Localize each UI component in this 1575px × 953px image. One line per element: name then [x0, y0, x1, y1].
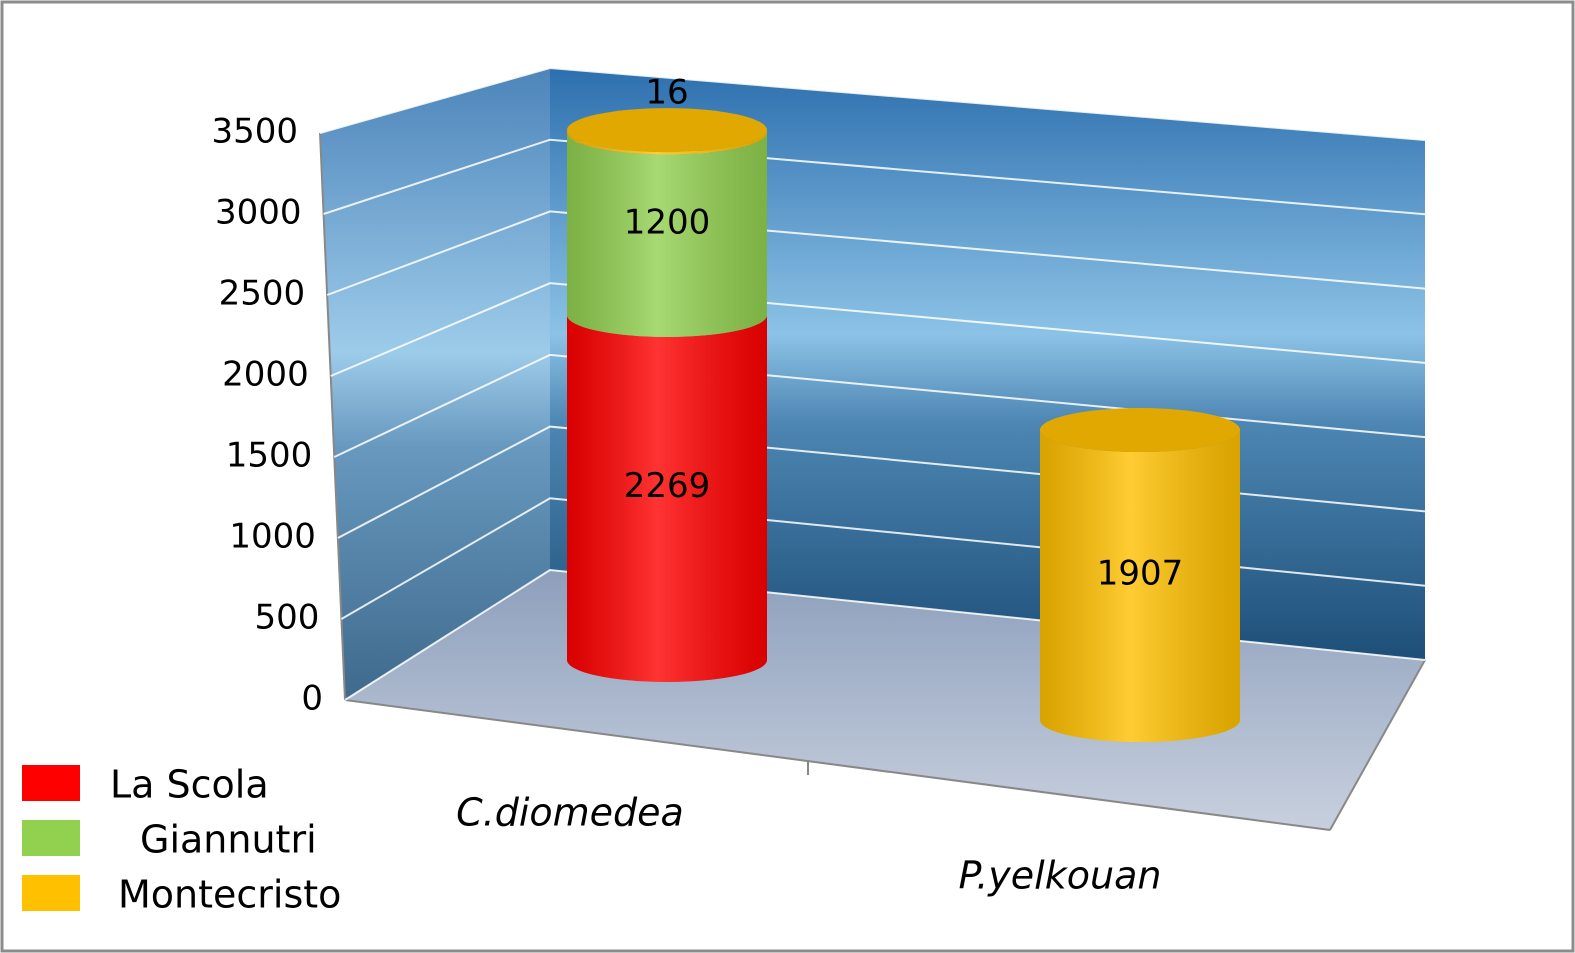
- grid-line: [326, 210, 1426, 296]
- side-wall: [320, 68, 550, 700]
- cylinder-shade: [1040, 430, 1240, 742]
- grid-line: [319, 66, 1426, 141]
- cylinder-top-shade: [1040, 408, 1240, 453]
- legend-label: Montecristo: [118, 873, 341, 917]
- y-axis: [319, 132, 346, 701]
- x-tick-label: P.yelkouan: [959, 854, 1162, 898]
- cylinder-top: [1040, 408, 1240, 453]
- value-label: 1200: [624, 202, 711, 242]
- y-tick-label: 3500: [211, 112, 298, 152]
- x-axis: [344, 699, 1331, 831]
- value-label: 16: [645, 73, 688, 113]
- y-tick-label: 2500: [219, 274, 306, 314]
- y-tick-label: 3000: [215, 193, 302, 233]
- y-tick-label: 2000: [222, 355, 309, 395]
- y-tick-label: 500: [255, 598, 320, 638]
- cylinder-top-shade: [567, 108, 767, 153]
- cylinder-shade: [567, 132, 767, 337]
- floor-edge: [1329, 659, 1426, 831]
- grid-line: [323, 138, 1426, 216]
- legend-label: La Scola: [110, 763, 269, 807]
- legend-swatch: [22, 820, 80, 856]
- y-tick-label: 1000: [229, 517, 316, 557]
- grid-line: [330, 282, 1426, 377]
- cylinder-top: [567, 108, 767, 153]
- value-label: 2269: [624, 466, 711, 506]
- y-tick-label: 0: [301, 679, 323, 719]
- legend-swatch: [22, 765, 80, 801]
- cylinder-shade: [567, 315, 767, 682]
- legend-swatch: [22, 875, 80, 911]
- y-tick-label: 1500: [226, 436, 313, 476]
- legend-label: Giannutri: [140, 818, 317, 862]
- value-label: 1907: [1097, 554, 1184, 594]
- x-tick-label: C.diomedea: [456, 791, 684, 835]
